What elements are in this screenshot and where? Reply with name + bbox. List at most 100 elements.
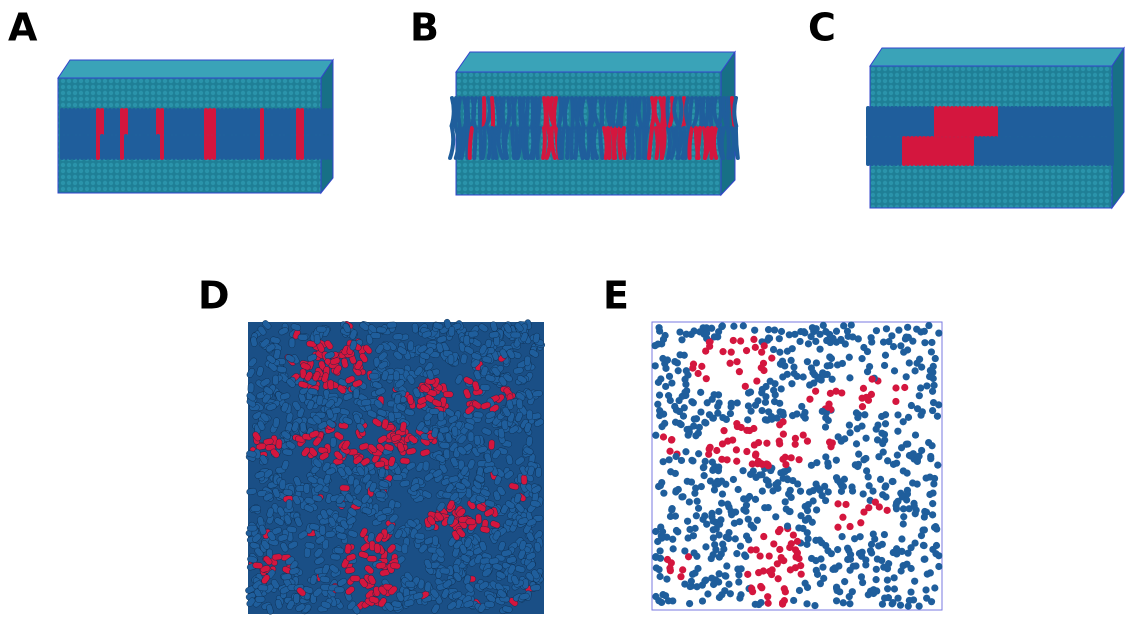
headgroup-blue xyxy=(704,590,711,597)
headgroup-red xyxy=(757,552,764,559)
headgroup-blue xyxy=(856,550,863,557)
headgroup-blue xyxy=(789,345,796,352)
headgroup-blue xyxy=(893,505,900,512)
headgroup-blue xyxy=(846,422,853,429)
headgroup-blue xyxy=(808,555,815,562)
lipid-red xyxy=(374,543,381,554)
lipid-blue xyxy=(480,384,490,391)
headgroup-red xyxy=(733,458,740,465)
lipid-red xyxy=(488,440,495,450)
headgroup-blue xyxy=(762,383,769,390)
headgroup-red xyxy=(766,552,773,559)
headgroup-blue xyxy=(902,335,909,342)
headgroup-blue xyxy=(816,331,823,338)
headgroup-blue xyxy=(715,328,722,335)
headgroup-blue xyxy=(859,579,866,586)
headgroup-blue xyxy=(868,541,875,548)
headgroup-red xyxy=(743,347,750,354)
headgroup-blue xyxy=(778,328,785,335)
headgroup-blue xyxy=(785,490,792,497)
headgroup-blue xyxy=(770,346,777,353)
headgroup-blue xyxy=(723,562,730,569)
headgroup-blue xyxy=(735,578,742,585)
headgroup-blue xyxy=(852,461,859,468)
lipid-blue xyxy=(272,375,278,385)
headgroup-blue xyxy=(912,431,919,438)
headgroup-blue xyxy=(692,525,699,532)
headgroup-blue xyxy=(663,576,670,583)
headgroup-blue xyxy=(656,412,663,419)
headgroup-red xyxy=(797,562,804,569)
headgroup-red xyxy=(790,531,797,538)
headgroup-blue xyxy=(685,428,692,435)
lipid-blue xyxy=(679,98,681,126)
headgroup-blue xyxy=(796,338,803,345)
headgroup-blue xyxy=(929,546,936,553)
headgroup-blue xyxy=(929,511,936,518)
headgroup-blue xyxy=(923,474,930,481)
headgroup-red xyxy=(733,358,740,365)
lipid-blue xyxy=(480,128,481,158)
lipid-blue xyxy=(722,128,724,158)
headgroup-blue xyxy=(722,481,729,488)
lipid-blue xyxy=(407,341,414,351)
headgroup-blue xyxy=(708,555,715,562)
headgroup-blue xyxy=(834,546,841,553)
headgroup-blue xyxy=(927,367,934,374)
headgroup-blue xyxy=(847,556,854,563)
headgroup-blue xyxy=(895,327,902,334)
lipid-blue xyxy=(440,567,451,574)
headgroup-blue xyxy=(704,399,711,406)
headgroup-blue xyxy=(700,464,707,471)
headgroup-blue xyxy=(670,545,677,552)
headgroup-red xyxy=(666,448,673,455)
lipid-blue xyxy=(511,332,521,338)
headgroup-blue xyxy=(879,541,886,548)
headgroup-blue xyxy=(907,544,914,551)
headgroup-blue xyxy=(891,585,898,592)
headgroup-blue xyxy=(716,554,723,561)
lipid-blue xyxy=(503,98,504,126)
headgroup-blue xyxy=(692,432,699,439)
headgroup-blue xyxy=(847,429,854,436)
headgroup-blue xyxy=(855,411,862,418)
headgroup-blue xyxy=(868,338,875,345)
headgroup-blue xyxy=(811,371,818,378)
headgroup-blue xyxy=(804,507,811,514)
headgroup-blue xyxy=(716,594,723,601)
headgroup-red xyxy=(763,440,770,447)
lipid-blue xyxy=(668,128,670,158)
headgroup-blue xyxy=(766,335,773,342)
headgroup-blue xyxy=(911,367,918,374)
headgroup-blue xyxy=(882,482,889,489)
lipid-blue xyxy=(432,536,439,546)
headgroup-red xyxy=(776,440,783,447)
headgroup-blue xyxy=(808,364,815,371)
headgroup-blue xyxy=(922,586,929,593)
lipid-blue xyxy=(248,383,254,393)
headgroup-blue xyxy=(822,497,829,504)
headgroup-blue xyxy=(900,513,907,520)
headgroup-blue xyxy=(740,322,747,329)
lipid-blue xyxy=(300,422,307,432)
headgroup-red xyxy=(752,452,759,459)
headgroup-blue xyxy=(765,481,772,488)
headgroup-blue xyxy=(879,440,886,447)
headgroup-blue xyxy=(765,408,772,415)
headgroup-blue xyxy=(919,408,926,415)
headgroup-red xyxy=(744,571,751,578)
panel-label: A xyxy=(8,6,38,50)
lipid-blue xyxy=(526,98,528,126)
headgroup-blue xyxy=(831,564,838,571)
headgroup-blue xyxy=(921,526,928,533)
headgroup-blue xyxy=(733,550,740,557)
headgroup-red xyxy=(794,549,801,556)
lipid-red xyxy=(350,575,360,581)
headgroup-blue xyxy=(928,348,935,355)
lipid-blue xyxy=(473,411,483,418)
lipid-blue xyxy=(304,548,310,558)
headgroup-red xyxy=(752,344,759,351)
headgroup-blue xyxy=(873,426,880,433)
headgroup-red xyxy=(780,431,787,438)
lipid-blue xyxy=(330,437,336,447)
